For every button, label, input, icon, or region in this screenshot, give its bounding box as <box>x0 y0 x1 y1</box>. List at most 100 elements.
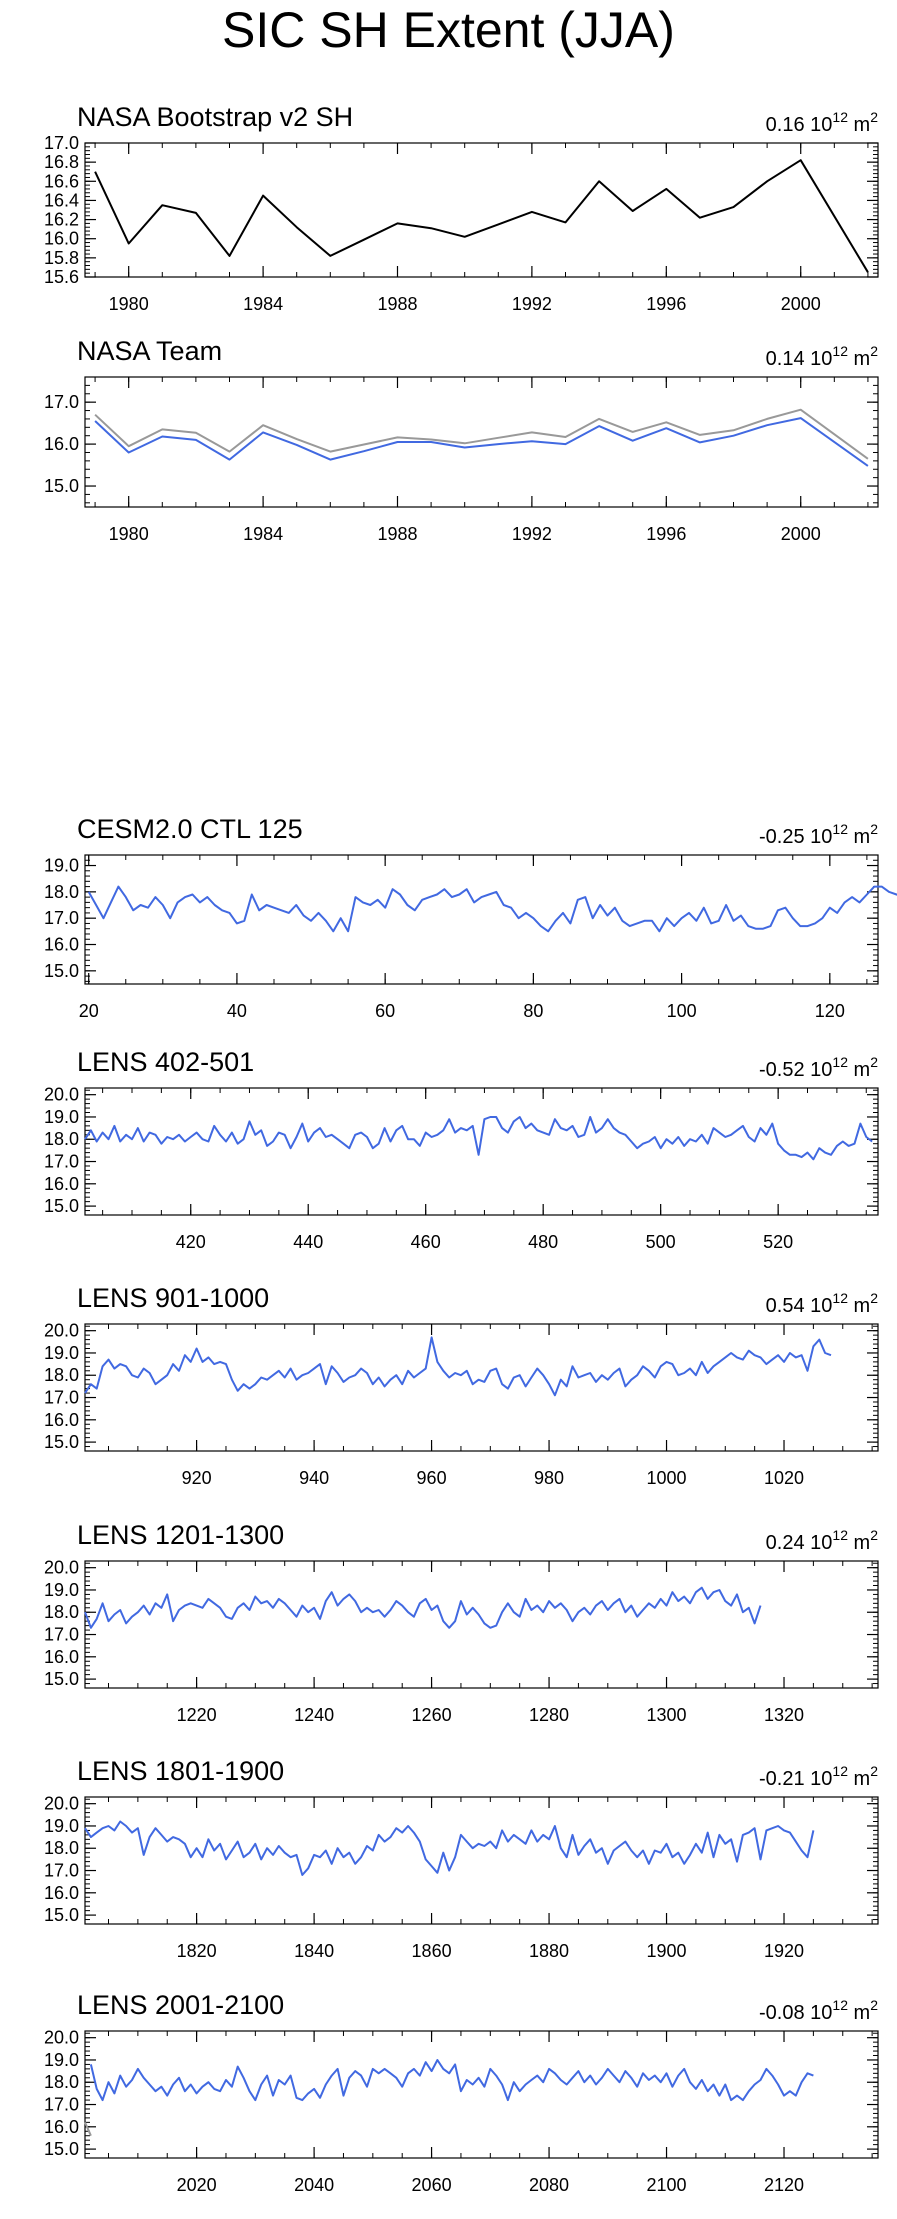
x-tick-label: 20 <box>79 1001 99 1021</box>
y-tick-label: 19.0 <box>44 1107 79 1127</box>
x-tick-label: 1820 <box>177 1941 217 1961</box>
y-tick-label: 20.0 <box>44 1558 79 1578</box>
plot-frame <box>84 376 879 508</box>
y-tick-label: 18.0 <box>44 1602 79 1622</box>
plot-frame <box>84 1323 879 1452</box>
x-tick-label: 1988 <box>377 294 417 314</box>
x-tick-label: 120 <box>815 1001 845 1021</box>
trend-unit: m <box>848 1059 870 1081</box>
y-tick-label: 17.0 <box>44 2095 79 2115</box>
trend-unit-exponent: 2 <box>870 1054 878 1070</box>
x-tick-label: 1840 <box>294 1941 334 1961</box>
y-tick-label: 15.6 <box>44 267 79 287</box>
y-tick-label: 17.0 <box>44 1152 79 1172</box>
y-tick-label: 20.0 <box>44 1321 79 1341</box>
y-tick-label: 17.0 <box>44 1625 79 1645</box>
y-tick-label: 17.0 <box>44 392 79 412</box>
plot-frame <box>84 142 879 278</box>
x-tick-label: 2100 <box>647 2175 687 2195</box>
y-tick-label: 18.0 <box>44 1129 79 1149</box>
y-tick-label: 16.0 <box>44 434 79 454</box>
x-tick-label: 40 <box>227 1001 247 1021</box>
trend-unit-exponent: 2 <box>870 1527 878 1543</box>
trend-label: 0.14 1012 m2 <box>766 343 879 370</box>
y-tick-label: 17.0 <box>44 133 79 153</box>
panel-title: NASA Team <box>77 336 222 366</box>
chart-panel: LENS 2001-2100 -0.08 1012 m2 15.016.017.0 1… <box>44 1990 879 2195</box>
series-line <box>84 1116 873 1161</box>
trend-value: -0.21 10 <box>759 1768 832 1790</box>
plot-frame <box>84 854 879 985</box>
panel-title: CESM2.0 CTL 125 <box>77 814 303 844</box>
y-tick-label: 15.8 <box>44 248 79 268</box>
trend-unit-exponent: 12 <box>832 1290 848 1306</box>
series-line <box>94 408 869 460</box>
series-line <box>84 2121 92 2137</box>
panel-title: LENS 1801-1900 <box>77 1756 284 1786</box>
y-tick-label: 16.6 <box>44 171 79 191</box>
x-tick-label: 60 <box>375 1001 395 1021</box>
x-tick-label: 2000 <box>781 524 821 544</box>
trend-value: -0.25 10 <box>759 826 832 848</box>
trend-unit-exponent: 2 <box>870 1763 878 1779</box>
trend-unit: m <box>848 826 870 848</box>
trend-unit: m <box>848 348 870 370</box>
y-tick-label: 16.0 <box>44 935 79 955</box>
x-tick-label: 960 <box>417 1468 447 1488</box>
y-tick-label: 16.0 <box>44 1647 79 1667</box>
panel-title: LENS 901-1000 <box>77 1283 269 1313</box>
trend-label: -0.25 1012 m2 <box>759 821 878 848</box>
series-line <box>87 885 897 933</box>
y-tick-label: 19.0 <box>44 1343 79 1363</box>
series-line <box>84 1336 832 1397</box>
trend-label: 0.16 1012 m2 <box>766 109 879 136</box>
x-tick-label: 1280 <box>529 1705 569 1725</box>
trend-unit: m <box>848 114 870 136</box>
y-tick-label: 17.0 <box>44 1388 79 1408</box>
x-tick-label: 1980 <box>109 294 149 314</box>
x-tick-label: 440 <box>293 1232 323 1252</box>
chart-panel: LENS 402-501 -0.52 1012 m2 15.016.017.0 18.… <box>44 1047 879 1252</box>
x-tick-label: 1992 <box>512 524 552 544</box>
trend-unit-exponent: 12 <box>832 821 848 837</box>
y-tick-label: 15.0 <box>44 1196 79 1216</box>
trend-unit-exponent: 12 <box>832 1527 848 1543</box>
plot-frame <box>84 1087 879 1216</box>
trend-unit: m <box>848 1768 870 1790</box>
x-tick-label: 1988 <box>377 524 417 544</box>
trend-label: 0.54 1012 m2 <box>766 1290 879 1317</box>
x-tick-label: 2000 <box>781 294 821 314</box>
y-tick-label: 16.8 <box>44 152 79 172</box>
x-tick-label: 2060 <box>412 2175 452 2195</box>
trend-unit-exponent: 2 <box>870 109 878 125</box>
chart-panel: LENS 901-1000 0.54 1012 m2 15.016.017.0 18.… <box>44 1283 879 1488</box>
y-tick-label: 20.0 <box>44 1085 79 1105</box>
y-tick-label: 17.0 <box>44 908 79 928</box>
plot-frame <box>84 1560 879 1689</box>
trend-unit-exponent: 12 <box>832 343 848 359</box>
trend-unit-exponent: 2 <box>870 343 878 359</box>
y-tick-label: 16.0 <box>44 1883 79 1903</box>
x-tick-label: 1020 <box>764 1468 804 1488</box>
panel-title: NASA Bootstrap v2 SH <box>77 102 353 132</box>
y-tick-label: 16.4 <box>44 190 79 210</box>
trend-value: -0.08 10 <box>759 2002 832 2024</box>
chart-panel: CESM2.0 CTL 125 -0.25 1012 m2 15.0 16.0 17.0… <box>44 814 897 1021</box>
chart-panel: NASA Team 0.14 1012 m2 15.0 16.0 17.0 1980 198… <box>44 336 879 544</box>
x-tick-label: 1980 <box>109 524 149 544</box>
panel-title: LENS 1201-1300 <box>77 1520 284 1550</box>
x-tick-label: 1880 <box>529 1941 569 1961</box>
x-tick-label: 460 <box>411 1232 441 1252</box>
x-tick-label: 1260 <box>412 1705 452 1725</box>
series-line <box>84 1586 762 1629</box>
series-line <box>94 417 869 467</box>
y-tick-label: 15.0 <box>44 2139 79 2159</box>
y-tick-label: 16.2 <box>44 210 79 230</box>
x-tick-label: 920 <box>182 1468 212 1488</box>
trend-label: 0.24 1012 m2 <box>766 1527 879 1554</box>
y-tick-label: 16.0 <box>44 2117 79 2137</box>
x-tick-label: 1992 <box>512 294 552 314</box>
y-tick-label: 18.0 <box>44 1365 79 1385</box>
x-tick-label: 2080 <box>529 2175 569 2195</box>
chart-panel: LENS 1801-1900 -0.21 1012 m2 15.016.017.0 1… <box>44 1756 879 1961</box>
